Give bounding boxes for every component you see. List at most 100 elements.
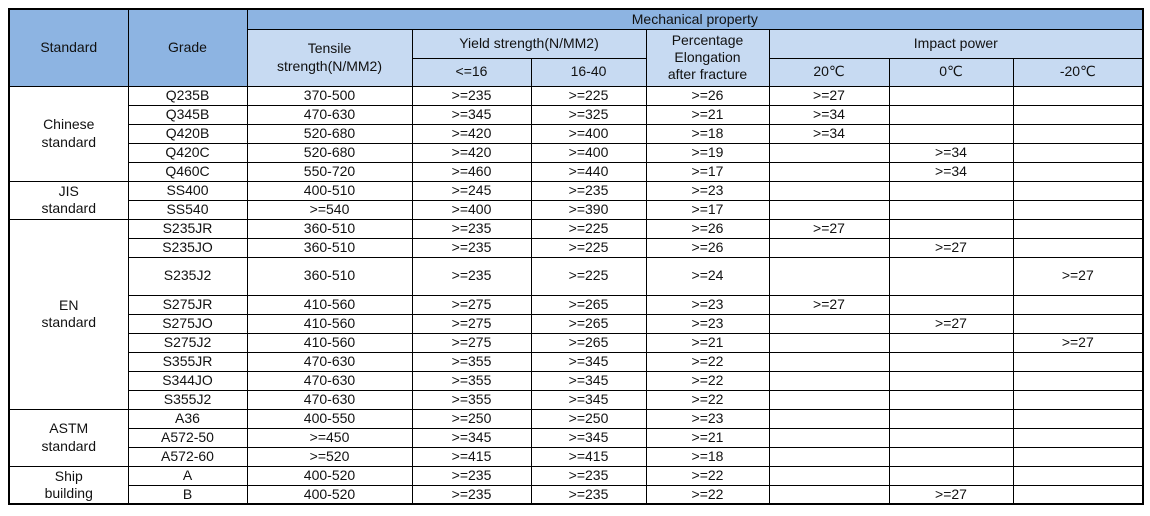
impact-0c-cell [888, 332, 1014, 353]
impact-20c-cell: >=27 [768, 294, 890, 315]
impact-0c-cell [888, 446, 1014, 467]
impact-0c-cell [888, 370, 1014, 391]
impact-0c-cell [888, 389, 1014, 410]
impact-0c-header: 0℃ [888, 57, 1014, 87]
tensile-cell: 410-560 [246, 332, 413, 353]
yield-16-cell: >=235 [411, 256, 532, 296]
yield-16-cell: >=355 [411, 370, 532, 391]
impact-minus20c-header: -20℃ [1012, 57, 1144, 87]
impact-20c-cell [768, 199, 890, 220]
yield-16-cell: >=235 [411, 237, 532, 258]
impact-minus20c-cell [1012, 370, 1144, 391]
elongation-cell: >=26 [645, 85, 770, 106]
impact-0c-cell [888, 351, 1014, 372]
impact-0c-cell: >=34 [888, 142, 1014, 163]
impact-0c-cell: >=34 [888, 161, 1014, 182]
yield-16-cell: >=275 [411, 313, 532, 334]
grade-cell: B [127, 484, 248, 505]
impact-0c-cell: >=27 [888, 313, 1014, 334]
standard-group-cell: ASTM standard [8, 408, 129, 467]
elongation-cell: >=23 [645, 408, 770, 429]
grade-cell: S344JO [127, 370, 248, 391]
impact-minus20c-cell [1012, 85, 1144, 106]
yield-16-40-cell: >=225 [530, 85, 647, 106]
table-row: Q345B 470-630 >=345 >=325 >=21 >=34 [9, 104, 1144, 125]
elongation-cell: >=17 [645, 161, 770, 182]
mechanical-property-header: Mechanical property [246, 8, 1144, 30]
impact-minus20c-cell [1012, 446, 1144, 467]
impact-20c-cell: >=34 [768, 123, 890, 144]
table-row: A572-50 >=450 >=345 >=345 >=21 [9, 427, 1144, 448]
impact-20c-cell [768, 161, 890, 182]
elongation-cell: >=23 [645, 313, 770, 334]
table-row: S235JO 360-510 >=235 >=225 >=26 >=27 [9, 237, 1144, 258]
tensile-cell: 400-510 [246, 180, 413, 201]
yield-16-cell: >=400 [411, 199, 532, 220]
impact-0c-cell [888, 465, 1014, 486]
impact-minus20c-cell [1012, 294, 1144, 315]
table-row: S355JR 470-630 >=355 >=345 >=22 [9, 351, 1144, 372]
elongation-cell: >=18 [645, 123, 770, 144]
table-row: S275J2 410-560 >=275 >=265 >=21 >=27 [9, 332, 1144, 353]
standard-group-cell: Chinese standard [8, 85, 129, 182]
standard-group-cell: Ship building [8, 465, 129, 505]
standard-group-cell: EN standard [8, 218, 129, 410]
table-header: Standard Grade Mechanical property Tensi… [8, 8, 1144, 87]
impact-20c-cell [768, 484, 890, 505]
yield-16-cell: >=235 [411, 484, 532, 505]
table-row: Chinese standard Q235B 370-500 >=235 >=225 >=… [8, 85, 1144, 182]
impact-minus20c-cell [1012, 465, 1144, 486]
grade-cell: S235JO [127, 237, 248, 258]
grade-cell: S235JR [127, 218, 248, 239]
elongation-cell: >=21 [645, 427, 770, 448]
yield-16-cell: >=245 [411, 180, 532, 201]
tensile-cell: 400-520 [246, 465, 413, 486]
table-row: Q420C 520-680 >=420 >=400 >=19 >=34 [9, 142, 1144, 163]
tensile-cell: 360-510 [246, 256, 413, 296]
tensile-cell: >=520 [246, 446, 413, 467]
grade-cell: Q345B [127, 104, 248, 125]
yield-16-40-cell: >=400 [530, 123, 647, 144]
impact-20c-cell [768, 256, 890, 296]
yield-16-40-cell: >=345 [530, 370, 647, 391]
tensile-cell: 400-550 [246, 408, 413, 429]
impact-minus20c-cell [1012, 389, 1144, 410]
yield-16-40-cell: >=265 [530, 294, 647, 315]
yield-16-40-cell: >=265 [530, 332, 647, 353]
grade-cell: SS540 [127, 199, 248, 220]
impact-20c-header: 20℃ [768, 57, 890, 87]
grade-cell: A572-60 [127, 446, 248, 467]
elongation-cell: >=24 [645, 256, 770, 296]
elongation-cell: >=22 [645, 389, 770, 410]
yield-16-40-cell: >=345 [530, 427, 647, 448]
elongation-cell: >=18 [645, 446, 770, 467]
impact-20c-cell [768, 313, 890, 334]
impact-20c-cell [768, 180, 890, 201]
impact-minus20c-cell [1012, 408, 1144, 429]
impact-minus20c-cell [1012, 427, 1144, 448]
impact-minus20c-cell: >=27 [1012, 256, 1144, 296]
impact-0c-cell [888, 408, 1014, 429]
grade-cell: Q420B [127, 123, 248, 144]
yield-16-40-cell: >=235 [530, 180, 647, 201]
impact-0c-cell [888, 294, 1014, 315]
yield-16-cell: >=345 [411, 104, 532, 125]
yield-16-cell: >=355 [411, 389, 532, 410]
tensile-cell: >=450 [246, 427, 413, 448]
impact-0c-cell: >=27 [888, 484, 1014, 505]
impact-power-header: Impact power [768, 28, 1144, 59]
elongation-cell: >=23 [645, 180, 770, 201]
grade-cell: S235J2 [127, 256, 248, 296]
table-row: Ship building A 400-520 >=235 >=235 >=22 [8, 465, 1144, 505]
tensile-cell: 360-510 [246, 237, 413, 258]
grade-cell: S275J2 [127, 332, 248, 353]
impact-0c-cell [888, 256, 1014, 296]
yield-16-cell: >=460 [411, 161, 532, 182]
table-row: S355J2 470-630 >=355 >=345 >=22 [9, 389, 1144, 410]
header-row-groups: Tensile strength(N/MM2) Yield strength(N… [9, 28, 1144, 87]
grade-cell: Q235B [127, 85, 248, 106]
header-row-subcolumns: <=16 16-40 20℃ 0℃ -20℃ [9, 57, 1144, 87]
grade-cell: A [127, 465, 248, 486]
yield-16-40-cell: >=440 [530, 161, 647, 182]
impact-minus20c-cell [1012, 484, 1144, 505]
